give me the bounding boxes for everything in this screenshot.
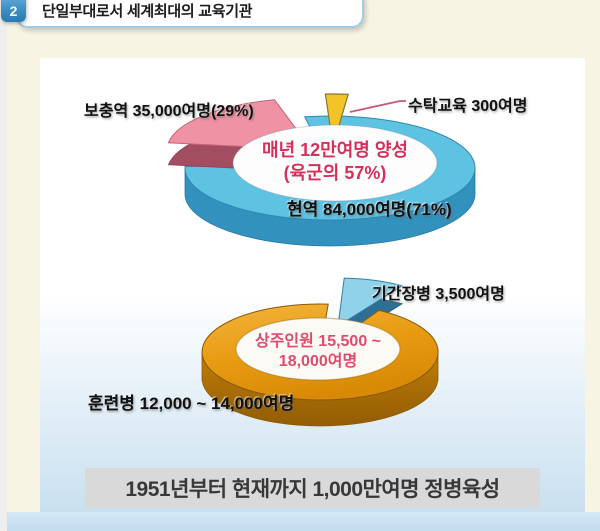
slide-title-box: 단일부대로서 세계최대의 교육기관 — [16, 0, 364, 28]
slide-bottom-strip — [7, 512, 600, 531]
slice-label-trainees: 훈련병 12,000 ~ 14,000여명 — [88, 394, 295, 413]
summary-banner: 1951년부터 현재까지 1,000만여명 정병육성 — [85, 468, 540, 508]
top-pie-center-annotation: 매년 12만여명 양성 (육군의 57%) — [233, 139, 437, 184]
slide-number-badge: 2 — [1, 0, 26, 22]
top-pie-center-line1: 매년 12만여명 양성 — [262, 140, 408, 160]
top-pie-leader-line — [349, 100, 406, 113]
bottom-pie-blue-top — [337, 277, 404, 327]
slice-label-supplementary: 보충역 35,000여명(29%) — [84, 103, 254, 120]
page-title: 단일부대로서 세계최대의 교육기관 — [42, 3, 253, 20]
bottom-pie — [201, 277, 439, 427]
top-pie-center-line2: (육군의 57%) — [283, 162, 387, 183]
slice-label-cadre-soldiers: 기간장병 3,500여명 — [372, 286, 505, 303]
slide-number: 2 — [9, 3, 18, 19]
bottom-pie-hole — [235, 317, 401, 381]
summary-banner-text: 1951년부터 현재까지 1,000만여명 정병육성 — [125, 478, 500, 501]
bottom-pie-center-line1: 상주인원 15,500 ~ — [254, 333, 382, 350]
page-left-edge — [0, 0, 7, 531]
top-pie-hole — [232, 124, 438, 202]
bottom-pie-center-annotation: 상주인원 15,500 ~ 18,000여명 — [218, 332, 418, 372]
slice-label-active-duty: 현역 84,000여명(71%) — [287, 200, 452, 219]
top-pie — [167, 93, 476, 247]
bottom-pie-center-line2: 18,000여명 — [278, 353, 358, 370]
slice-label-consigned-education: 수탁교육 300여명 — [408, 98, 528, 115]
